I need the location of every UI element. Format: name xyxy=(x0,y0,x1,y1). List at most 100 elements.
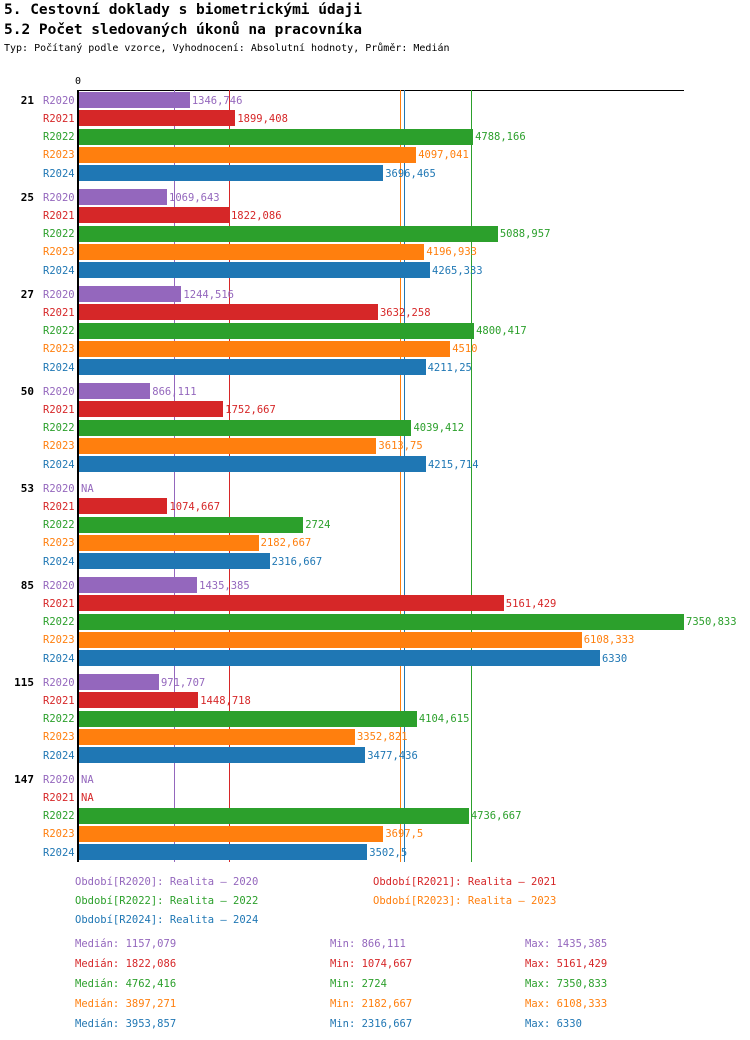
bar[interactable] xyxy=(79,383,151,399)
stat-max: Max: 5161,429 xyxy=(525,958,608,970)
bar-value-label: 3502,5 xyxy=(369,846,408,859)
bar-value-label: 4736,667 xyxy=(470,810,522,823)
group-label: 27 xyxy=(20,288,34,301)
bar[interactable] xyxy=(79,322,475,339)
bar-value-label: 971,707 xyxy=(160,676,206,689)
bar[interactable] xyxy=(79,534,259,551)
row-label-r2020: R2020 xyxy=(43,288,75,301)
stat-max: Max: 6108,333 xyxy=(525,998,608,1010)
bar[interactable] xyxy=(79,825,384,842)
group-label: 115 xyxy=(14,676,34,689)
bar-value-label: 2316,667 xyxy=(271,555,323,568)
bar[interactable] xyxy=(79,128,474,145)
row-label-r2023: R2023 xyxy=(43,246,75,259)
row-label-r2022: R2022 xyxy=(43,810,75,823)
bar-value-label: 4265,333 xyxy=(432,264,483,277)
legend-item[interactable]: Období[R2020]: Realita – 2020 xyxy=(75,876,259,888)
bar-value-label: 3477,436 xyxy=(367,749,418,762)
group-label: 53 xyxy=(20,482,34,495)
stat-min: Min: 2182,667 xyxy=(330,998,413,1010)
group-label: 147 xyxy=(14,773,34,786)
bar[interactable] xyxy=(79,419,412,436)
row-label-r2023: R2023 xyxy=(43,828,75,841)
bar[interactable] xyxy=(79,613,684,630)
row-label-r2020: R2020 xyxy=(43,773,75,786)
bar[interactable] xyxy=(79,747,366,764)
row-label-r2020: R2020 xyxy=(43,191,75,204)
bar[interactable] xyxy=(79,631,582,648)
bar[interactable] xyxy=(79,243,425,260)
row-label-r2022: R2022 xyxy=(43,616,75,629)
bar-value-label: 1346,746 xyxy=(191,94,243,107)
bar[interactable] xyxy=(79,262,431,279)
bar-value-label: 3696,465 xyxy=(385,167,436,180)
axis-top-line xyxy=(79,90,684,91)
bar-value-label: 4510 xyxy=(452,343,478,356)
bar[interactable] xyxy=(79,146,417,163)
bar-value-label: 4211,25 xyxy=(427,361,472,374)
stat-median: Medián: 1822,086 xyxy=(75,958,177,970)
bar[interactable] xyxy=(79,304,378,321)
bar[interactable] xyxy=(79,110,236,127)
row-label-r2020: R2020 xyxy=(43,94,75,107)
bar-value-label: 1448,718 xyxy=(200,694,251,707)
row-label-r2024: R2024 xyxy=(43,749,75,762)
bar[interactable] xyxy=(79,516,304,533)
row-label-r2021: R2021 xyxy=(43,791,75,804)
bar[interactable] xyxy=(79,340,451,357)
bar[interactable] xyxy=(79,207,229,224)
legend-item[interactable]: Období[R2023]: Realita – 2023 xyxy=(373,895,557,907)
bar-value-label: NA xyxy=(81,482,94,495)
bar[interactable] xyxy=(79,674,159,690)
bar[interactable] xyxy=(79,359,426,376)
bar[interactable] xyxy=(79,692,199,709)
bar[interactable] xyxy=(79,595,504,612)
row-label-r2020: R2020 xyxy=(43,482,75,495)
row-label-r2024: R2024 xyxy=(43,264,75,277)
bar-value-label: 1244,516 xyxy=(183,288,234,301)
bar-value-label: 2182,667 xyxy=(260,537,312,550)
bar[interactable] xyxy=(79,710,417,727)
bar[interactable] xyxy=(79,286,182,302)
legend-item[interactable]: Období[R2022]: Realita – 2022 xyxy=(75,895,259,907)
legend-item[interactable]: Období[R2024]: Realita – 2024 xyxy=(75,914,259,926)
stat-max: Max: 7350,833 xyxy=(525,978,608,990)
bar-value-label: 1074,667 xyxy=(169,500,221,513)
bar-value-label: 1899,408 xyxy=(237,112,288,125)
bar[interactable] xyxy=(79,401,224,418)
bar-value-label: 4800,417 xyxy=(476,325,527,338)
bar[interactable] xyxy=(79,165,384,182)
row-label-r2022: R2022 xyxy=(43,228,75,241)
bar-value-label: 6330 xyxy=(601,652,628,665)
bar[interactable] xyxy=(79,807,469,824)
bar[interactable] xyxy=(79,498,168,515)
row-label-r2020: R2020 xyxy=(43,676,75,689)
bar[interactable] xyxy=(79,728,355,745)
bar-value-label: NA xyxy=(81,773,94,786)
bar[interactable] xyxy=(79,844,368,861)
stat-max: Max: 1435,385 xyxy=(525,938,608,950)
stat-min: Min: 2316,667 xyxy=(330,1018,413,1030)
row-label-r2024: R2024 xyxy=(43,846,75,859)
bar-value-label: 3352,821 xyxy=(356,731,408,744)
row-label-r2020: R2020 xyxy=(43,385,75,398)
row-label-r2021: R2021 xyxy=(43,597,75,610)
bar[interactable] xyxy=(79,456,426,473)
bar[interactable] xyxy=(79,650,600,667)
page-title: 5.2 Počet sledovaných úkonů na pracovník… xyxy=(4,22,362,38)
bar-value-label: 1752,667 xyxy=(225,403,276,416)
bar[interactable] xyxy=(79,189,168,205)
bar[interactable] xyxy=(79,553,270,570)
bar[interactable] xyxy=(79,225,498,242)
legend-item[interactable]: Období[R2021]: Realita – 2021 xyxy=(373,876,557,888)
bar[interactable] xyxy=(79,437,377,454)
bar[interactable] xyxy=(79,577,198,593)
row-label-r2024: R2024 xyxy=(43,555,75,568)
report-title: 5. Cestovní doklady s biometrickými údaj… xyxy=(4,2,362,18)
axis-zero-tick-label: 0 xyxy=(75,76,82,87)
bar[interactable] xyxy=(79,92,190,108)
group-label: 21 xyxy=(20,94,34,107)
row-label-r2023: R2023 xyxy=(43,731,75,744)
axis-y-line xyxy=(77,90,79,862)
stat-min: Min: 866,111 xyxy=(330,938,406,950)
